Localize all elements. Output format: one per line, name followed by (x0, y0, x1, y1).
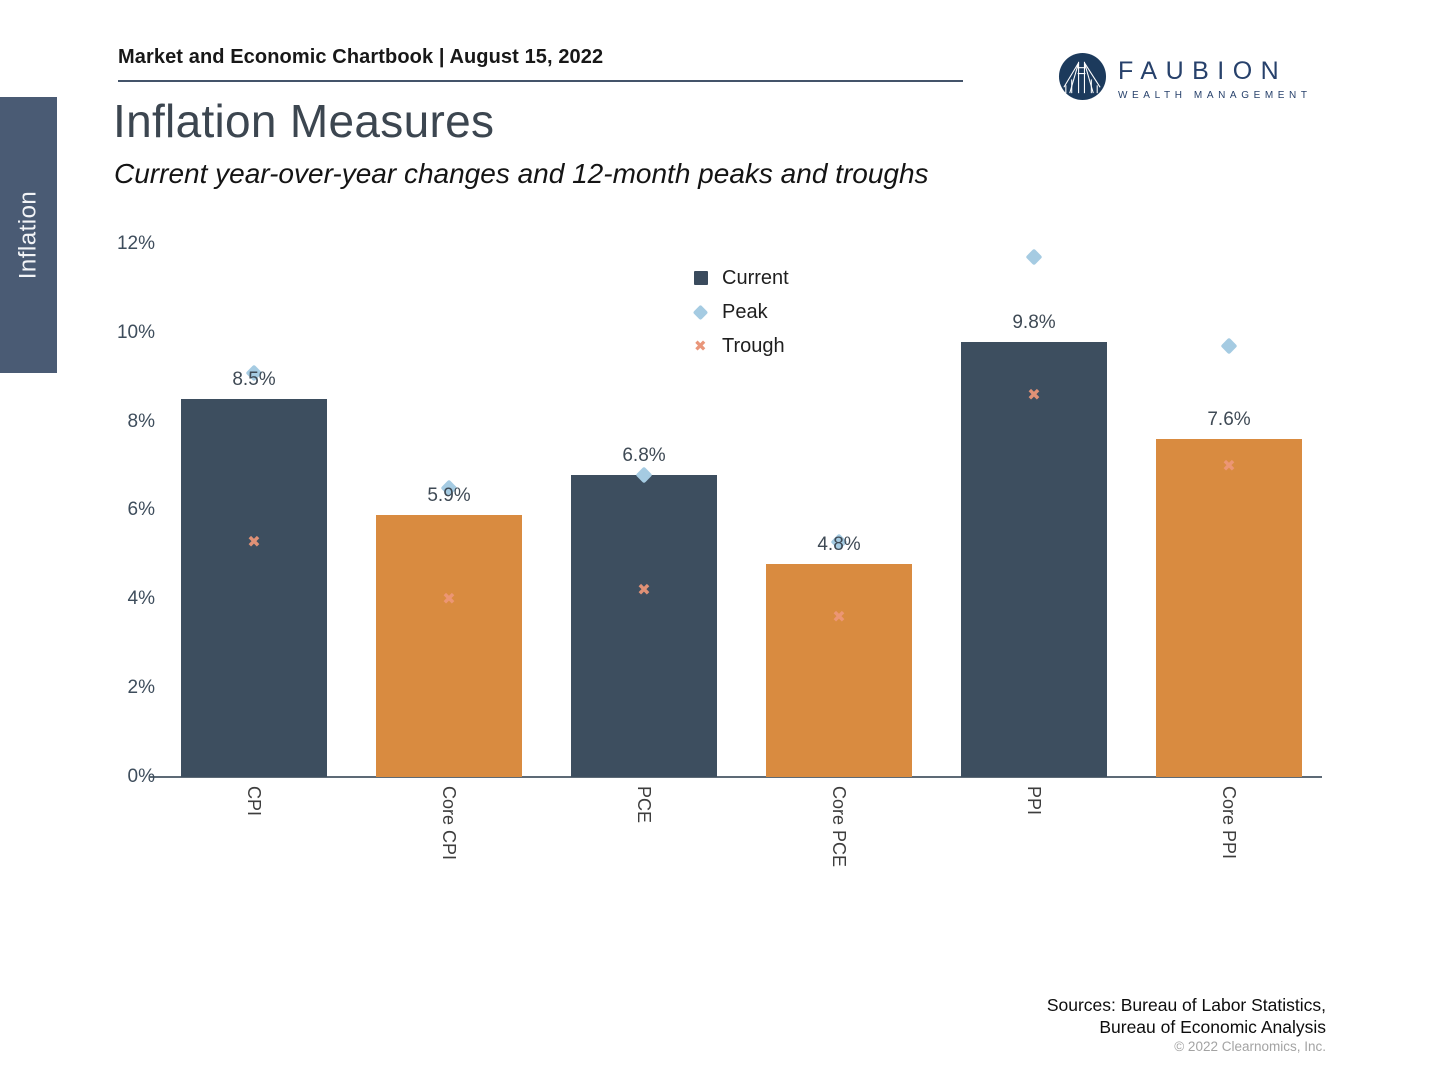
legend-current-square-icon (694, 271, 708, 285)
faubion-logo: FAUBION WEALTH MANAGEMENT (1058, 52, 1312, 101)
trough-marker-pce: ✖ (637, 580, 651, 600)
y-axis-tick-label: 0% (127, 766, 155, 787)
sources-line1: Sources: Bureau of Labor Statistics, (1046, 995, 1326, 1015)
sources-text: Sources: Bureau of Labor Statistics, Bur… (1047, 994, 1326, 1038)
bar-value-label-core-ppi: 7.6% (1207, 409, 1251, 431)
x-axis-label-pce: PCE (634, 786, 654, 824)
chart-legend: Current Peak ✖ Trough (692, 261, 789, 363)
trough-marker-core-ppi: ✖ (1222, 456, 1236, 476)
legend-label: Peak (722, 300, 768, 323)
legend-label: Trough (722, 334, 785, 357)
sources-line2: Bureau of Economic Analysis (1099, 1017, 1326, 1037)
page-title: Inflation Measures (113, 95, 495, 147)
x-axis-line (150, 776, 1322, 778)
peak-marker-core-ppi (1220, 337, 1238, 355)
bar-pce (571, 474, 717, 777)
y-axis-tick-label: 2% (127, 677, 155, 699)
trough-marker-cpi: ✖ (247, 531, 261, 551)
bar-ppi (961, 341, 1107, 777)
bar-value-label-pce: 6.8% (622, 444, 666, 466)
bar-value-label-ppi: 9.8% (1012, 311, 1056, 333)
chartbook-header: Market and Economic Chartbook | August 1… (118, 46, 604, 68)
header-divider (118, 80, 963, 82)
trough-marker-ppi: ✖ (1027, 384, 1041, 404)
y-axis-tick-label: 6% (127, 499, 155, 521)
logo-name: FAUBION (1118, 57, 1288, 85)
bar-core-ppi (1156, 439, 1302, 777)
legend-item-trough: ✖ Trough (694, 329, 789, 363)
x-axis-label-core-cpi: Core CPI (439, 786, 459, 861)
trough-marker-core-cpi: ✖ (442, 589, 456, 609)
y-axis-tick-label: 4% (127, 588, 155, 610)
legend-trough-x-icon: ✖ (694, 336, 707, 355)
bridge-logo-icon (1058, 52, 1107, 101)
page-subtitle: Current year-over-year changes and 12-mo… (114, 158, 929, 189)
logo-tagline: WEALTH MANAGEMENT (1118, 90, 1312, 101)
trough-marker-core-pce: ✖ (832, 607, 846, 627)
x-axis-label-cpi: CPI (244, 786, 264, 817)
sidebar-tab-inflation[interactable]: Inflation (0, 97, 57, 373)
legend-peak-diamond-icon (692, 304, 709, 320)
legend-item-current: Current (694, 261, 789, 295)
bar-value-label-cpi: 8.5% (232, 369, 276, 391)
legend-item-peak: Peak (692, 295, 789, 329)
y-axis-tick-label: 8% (127, 410, 155, 432)
bar-core-pce (766, 563, 912, 777)
x-axis-label-core-ppi: Core PPI (1219, 786, 1239, 860)
copyright-text: © 2022 Clearnomics, Inc. (1174, 1039, 1326, 1054)
bar-value-label-core-pce: 4.8% (817, 533, 861, 555)
bar-core-cpi (376, 514, 522, 777)
bar-cpi (181, 399, 327, 777)
y-axis-tick-label: 10% (116, 321, 155, 343)
x-axis-label-ppi: PPI (1024, 786, 1044, 816)
legend-label: Current (722, 266, 789, 289)
peak-marker-ppi (1025, 248, 1043, 266)
y-axis-tick-label: 12% (116, 232, 155, 254)
bar-value-label-core-cpi: 5.9% (427, 484, 471, 506)
x-axis-label-core-pce: Core PCE (829, 786, 849, 868)
